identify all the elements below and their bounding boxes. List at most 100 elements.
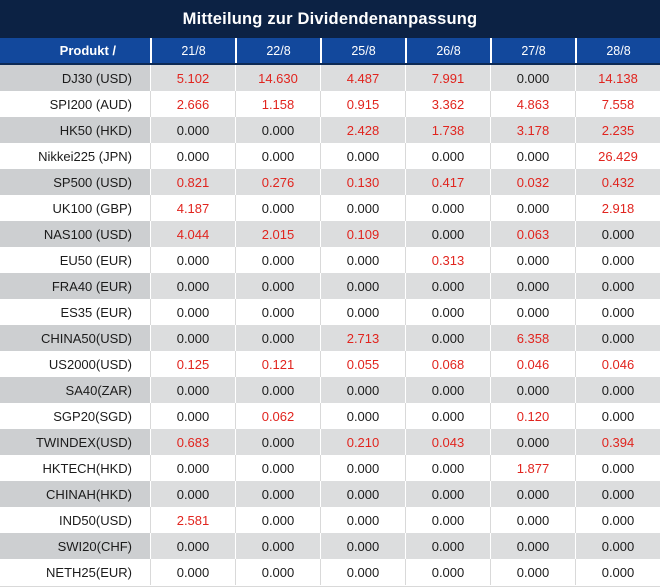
table-row: FRA40 (EUR) 0.000 0.000 0.000 0.000 0.000 0.00… [0, 273, 660, 299]
product-label: FRA40 (EUR) [0, 273, 150, 299]
product-label: TWINDEX(USD) [0, 429, 150, 455]
table-row: EU50 (EUR) 0.000 0.000 0.000 0.313 0.000 0.000 [0, 247, 660, 273]
dividend-value: 0.000 [150, 325, 235, 351]
dividend-value: 0.000 [235, 273, 320, 299]
dividend-value: 0.000 [235, 429, 320, 455]
dividend-value: 0.000 [150, 143, 235, 169]
product-label: IND50(USD) [0, 507, 150, 533]
table-row: HK50 (HKD) 0.000 0.000 2.428 1.738 3.178 2.235 [0, 117, 660, 143]
table-row: IND50(USD) 2.581 0.000 0.000 0.000 0.000 0.000 [0, 507, 660, 533]
dividend-value: 0.000 [235, 481, 320, 507]
dividend-value: 0.000 [150, 481, 235, 507]
dividend-value: 0.000 [490, 377, 575, 403]
dividend-value: 1.158 [235, 91, 320, 117]
dividend-value: 0.000 [490, 559, 575, 585]
product-label: SA40(ZAR) [0, 377, 150, 403]
product-label: SP500 (USD) [0, 169, 150, 195]
dividend-value: 1.738 [405, 117, 490, 143]
dividend-value: 0.000 [575, 247, 660, 273]
dividend-value: 0.000 [405, 481, 490, 507]
table-row: HKTECH(HKD) 0.000 0.000 0.000 0.000 1.877 0.00… [0, 455, 660, 481]
table-row: NETH25(EUR) 0.000 0.000 0.000 0.000 0.000 0.00… [0, 559, 660, 585]
dividend-value: 0.109 [320, 221, 405, 247]
product-label: NETH25(EUR) [0, 559, 150, 585]
product-label: CHINA50(USD) [0, 325, 150, 351]
product-label: HK50 (HKD) [0, 117, 150, 143]
dividend-value: 0.000 [575, 481, 660, 507]
dividend-value: 0.000 [235, 325, 320, 351]
dividend-value: 0.000 [490, 429, 575, 455]
dividend-value: 5.102 [150, 65, 235, 91]
dividend-value: 0.000 [490, 299, 575, 325]
table-row: UK100 (GBP) 4.187 0.000 0.000 0.000 0.000 2.91… [0, 195, 660, 221]
product-label: EU50 (EUR) [0, 247, 150, 273]
product-label: SWI20(CHF) [0, 533, 150, 559]
dividend-value: 3.362 [405, 91, 490, 117]
dividend-value: 0.000 [235, 507, 320, 533]
dividend-value: 0.000 [150, 377, 235, 403]
dividend-value: 0.000 [150, 559, 235, 585]
header-product-cell: Produkt / [59, 43, 116, 58]
header-date-cell-4: 27/8 [490, 38, 575, 63]
product-label: Nikkei225 (JPN) [0, 143, 150, 169]
dividend-value: 0.000 [150, 533, 235, 559]
dividend-value: 0.043 [405, 429, 490, 455]
dividend-value: 0.000 [235, 143, 320, 169]
dividend-value: 0.000 [490, 65, 575, 91]
dividend-value: 0.000 [320, 377, 405, 403]
dividend-value: 0.000 [235, 559, 320, 585]
dividend-value: 0.000 [405, 273, 490, 299]
dividend-value: 2.015 [235, 221, 320, 247]
dividend-value: 0.000 [320, 507, 405, 533]
dividend-value: 0.000 [490, 143, 575, 169]
dividend-value: 0.000 [405, 299, 490, 325]
dividend-value: 0.000 [405, 559, 490, 585]
dividend-value: 0.000 [150, 273, 235, 299]
header-date-cell-5: 28/8 [575, 38, 660, 63]
dividend-value: 0.000 [320, 143, 405, 169]
dividend-value: 0.000 [575, 559, 660, 585]
dividend-value: 0.000 [575, 533, 660, 559]
dividend-value: 0.000 [235, 117, 320, 143]
dividend-value: 0.000 [490, 533, 575, 559]
table-row: SPI200 (AUD) 2.666 1.158 0.915 3.362 4.863 7.5… [0, 91, 660, 117]
dividend-value: 3.178 [490, 117, 575, 143]
dividend-value: 4.044 [150, 221, 235, 247]
dividend-value: 0.000 [150, 247, 235, 273]
dividend-value: 2.581 [150, 507, 235, 533]
dividend-value: 2.666 [150, 91, 235, 117]
product-label: HKTECH(HKD) [0, 455, 150, 481]
dividend-value: 0.000 [320, 455, 405, 481]
dividend-value: 0.000 [320, 273, 405, 299]
dividend-value: 0.000 [405, 325, 490, 351]
dividend-value: 0.000 [405, 403, 490, 429]
dividend-value: 0.000 [235, 377, 320, 403]
table-row: CHINAH(HKD) 0.000 0.000 0.000 0.000 0.000 0.00… [0, 481, 660, 507]
dividend-value: 0.000 [320, 481, 405, 507]
dividend-value: 0.000 [405, 221, 490, 247]
dividend-value: 0.000 [490, 195, 575, 221]
dividend-value: 0.046 [575, 351, 660, 377]
table-header-row: Produkt / 21/8 22/8 25/8 26/8 27/8 28/8 [0, 38, 660, 65]
dividend-value: 26.429 [575, 143, 660, 169]
dividend-value: 7.558 [575, 91, 660, 117]
dividend-value: 0.683 [150, 429, 235, 455]
page-title: Mitteilung zur Dividendenanpassung [0, 0, 660, 38]
dividend-value: 14.138 [575, 65, 660, 91]
dividend-value: 4.187 [150, 195, 235, 221]
dividend-value: 0.000 [575, 507, 660, 533]
dividend-value: 0.000 [490, 247, 575, 273]
dividend-value: 0.000 [490, 273, 575, 299]
dividend-value: 0.000 [320, 247, 405, 273]
dividend-value: 0.000 [490, 481, 575, 507]
header-date-cell-0: 21/8 [150, 38, 235, 63]
dividend-value: 0.821 [150, 169, 235, 195]
table-row: NAS100 (USD) 4.044 2.015 0.109 0.000 0.063 0.0… [0, 221, 660, 247]
dividend-value: 0.276 [235, 169, 320, 195]
dividend-value: 0.000 [575, 299, 660, 325]
table-row: SWI20(CHF) 0.000 0.000 0.000 0.000 0.000 0.000 [0, 533, 660, 559]
dividend-value: 0.000 [150, 117, 235, 143]
table-row: Nikkei225 (JPN) 0.000 0.000 0.000 0.000 0.000… [0, 143, 660, 169]
dividend-value: 4.487 [320, 65, 405, 91]
